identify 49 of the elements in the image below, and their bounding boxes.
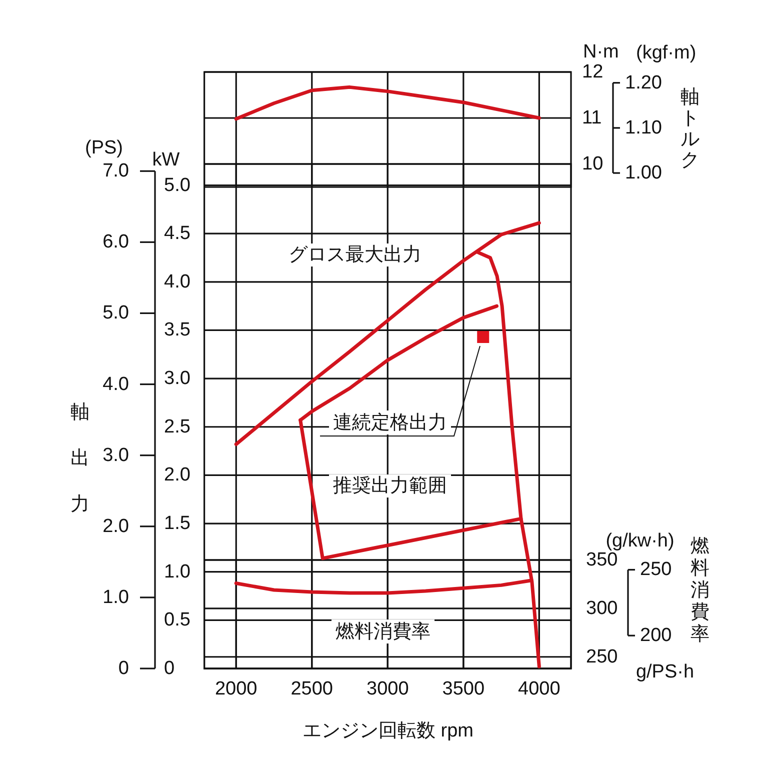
text: kW	[152, 150, 180, 170]
text: (g/kw·h)	[606, 530, 674, 552]
y2-tick-label: 3.0	[102, 444, 129, 466]
y-tick-label: 3.5	[164, 320, 190, 341]
y-tick-label: 3.0	[164, 368, 190, 390]
series-label: グロス最大出力	[288, 244, 422, 266]
x-tick-label: 2000	[214, 678, 258, 700]
y-tick-label: 4.0	[164, 271, 190, 292]
y2-tick-label: 5.0	[102, 302, 129, 324]
y-tick-label: 350	[586, 550, 618, 570]
x-tick-label: 3000	[366, 678, 409, 700]
text: N·m	[583, 42, 619, 62]
y-tick-label: 11	[582, 108, 602, 128]
y-tick-label: 4.5	[164, 223, 190, 244]
y2-tick-label: 1.10	[625, 117, 662, 138]
y2-tick-label: 7.0	[102, 160, 129, 182]
x-tick-label: 2500	[290, 678, 334, 700]
y2-tick-label: 2.0	[102, 516, 129, 537]
x-axis-title: エンジン回転数 rpm	[302, 720, 474, 742]
y2-axis-title: 軸トルク	[680, 87, 700, 171]
y2-tick-label: 4.0	[102, 374, 129, 395]
series-label: 推奨出力範囲	[333, 476, 447, 496]
y2-tick-label: 1.20	[625, 72, 662, 94]
y2-tick-label: 250	[640, 559, 672, 580]
y-tick-label: 12	[582, 62, 604, 82]
y-tick-label: 0	[164, 658, 175, 679]
series-label: 燃料消費率	[336, 620, 430, 642]
y-tick-label: 0.5	[164, 610, 190, 631]
text: g/PS·h	[636, 662, 694, 682]
y-tick-label: 2.5	[164, 416, 190, 438]
y2-tick-label: 200	[640, 625, 672, 646]
y2-tick-label: 1.0	[102, 586, 129, 608]
text: (kgf·m)	[636, 42, 696, 64]
y-tick-label: 300	[586, 598, 618, 619]
y-tick-label: 1.5	[164, 513, 190, 534]
y-tick-label: 10	[582, 154, 604, 174]
y2-tick-label: 6.0	[102, 232, 129, 253]
y-tick-label: 5.0	[164, 174, 190, 196]
x-tick-label: 4000	[518, 678, 560, 700]
text: 軸出力	[70, 402, 90, 515]
y-tick-label: 250	[586, 646, 618, 668]
x-tick-label: 3500	[442, 678, 485, 700]
y2-tick-label: 0	[118, 658, 129, 679]
y-tick-label: 1.0	[164, 561, 190, 582]
text: (PS)	[85, 138, 123, 158]
y-tick-label: 2.0	[164, 464, 190, 486]
y2-tick-label: 1.00	[625, 162, 662, 184]
annotation: 連続定格出力	[333, 412, 447, 434]
y2-axis-title: 燃料消費率	[690, 536, 710, 645]
